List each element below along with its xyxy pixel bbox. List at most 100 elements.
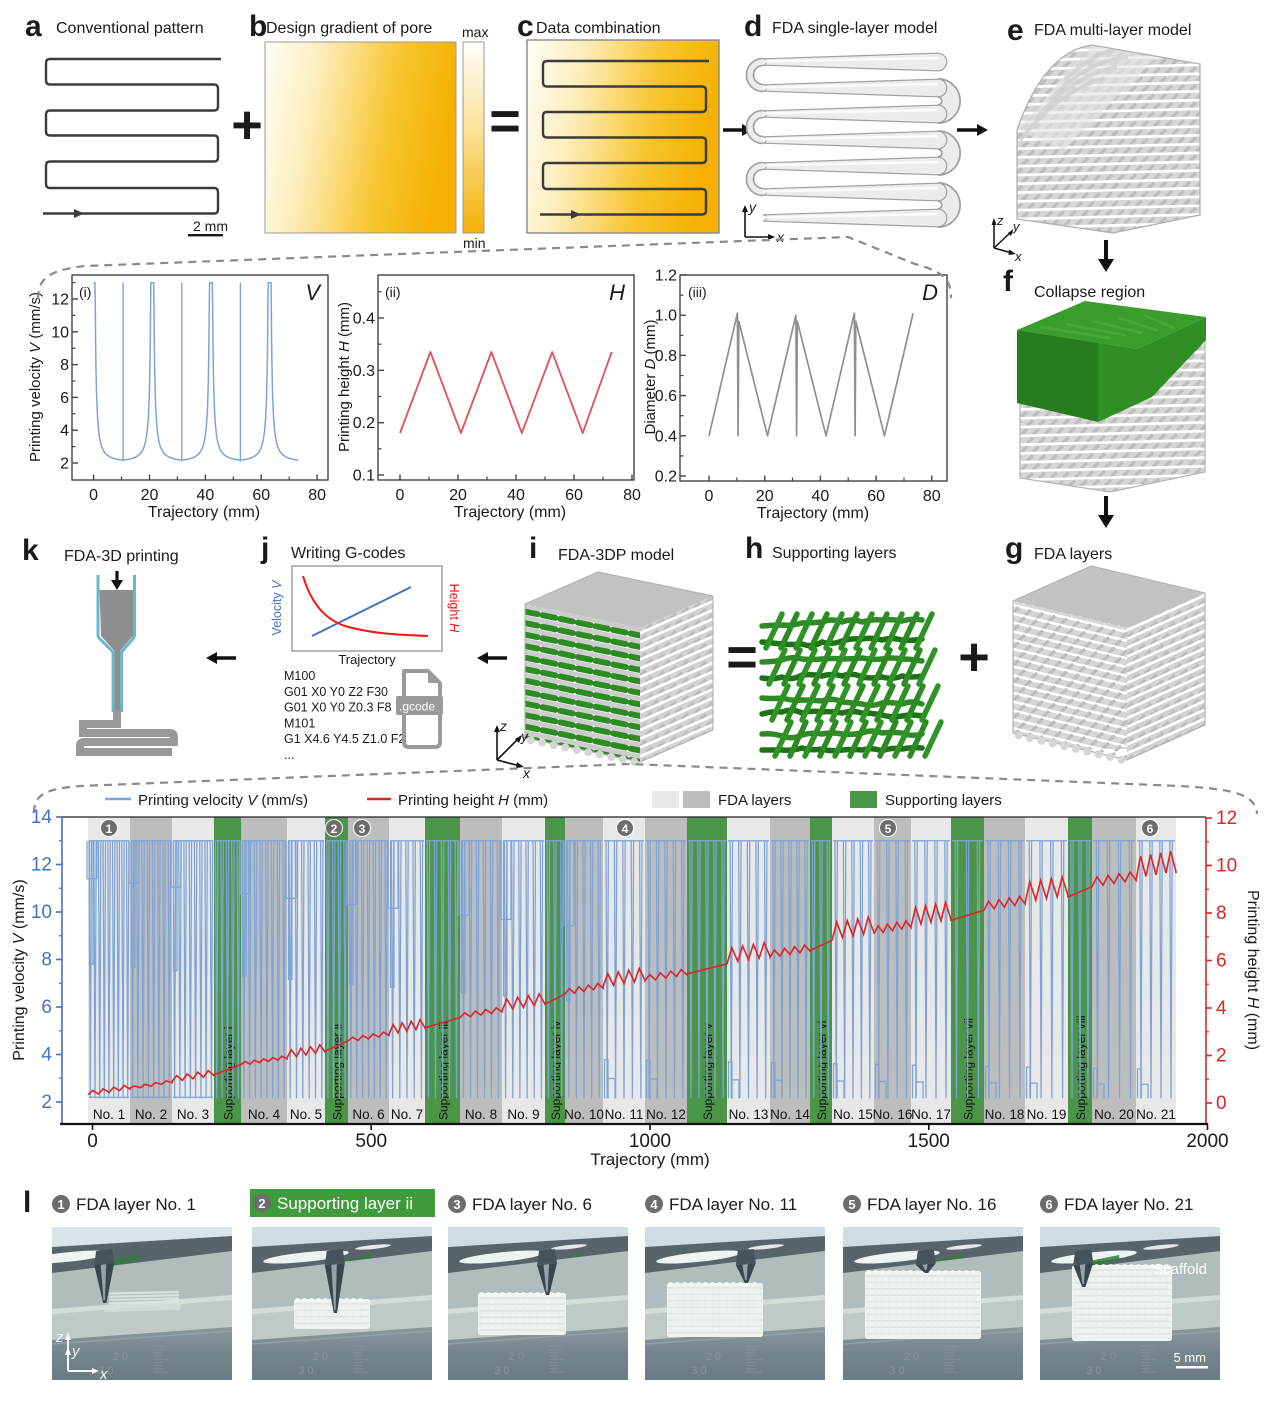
svg-text:10: 10	[51, 324, 69, 341]
svg-text:20: 20	[756, 488, 774, 505]
svg-text:Supporting layer ii: Supporting layer ii	[277, 1194, 413, 1213]
svg-text:0: 0	[87, 1131, 98, 1152]
svg-text:No. 1: No. 1	[93, 1107, 125, 1122]
svg-text:e: e	[1007, 14, 1024, 47]
svg-text:0.8: 0.8	[655, 348, 677, 365]
svg-text:Supporting layer vi: Supporting layer vi	[815, 1021, 829, 1120]
svg-text:Data combination: Data combination	[536, 20, 661, 37]
svg-text:Supporting layer vii: Supporting layer vii	[962, 1018, 976, 1120]
svg-text:4: 4	[60, 423, 69, 440]
svg-text:0: 0	[89, 487, 98, 504]
svg-text:FDA layers: FDA layers	[718, 792, 791, 809]
svg-text:Supporting layer ii: Supporting layer ii	[331, 1024, 345, 1120]
svg-text:0: 0	[396, 487, 405, 504]
svg-text:No. 8: No. 8	[465, 1107, 497, 1122]
svg-text:No. 15: No. 15	[833, 1107, 873, 1122]
svg-text:8: 8	[60, 357, 69, 374]
svg-text:No. 13: No. 13	[729, 1107, 769, 1122]
svg-text:6: 6	[1216, 951, 1227, 972]
svg-text:+: +	[231, 95, 263, 155]
svg-text:Printing height H (mm): Printing height H (mm)	[336, 302, 353, 452]
svg-text:2 mm: 2 mm	[193, 218, 228, 234]
svg-text:6: 6	[1147, 822, 1154, 836]
svg-text:b: b	[249, 10, 267, 43]
svg-text:60: 60	[867, 488, 885, 505]
svg-text:No. 16: No. 16	[873, 1107, 913, 1122]
svg-text:.gcode: .gcode	[399, 700, 435, 714]
svg-text:Velocity V: Velocity V	[270, 579, 284, 636]
svg-text:No. 14: No. 14	[770, 1107, 810, 1122]
svg-text:...: ...	[284, 748, 294, 762]
svg-text:FDA layer No. 21: FDA layer No. 21	[1064, 1195, 1193, 1214]
svg-text:Writing G-codes: Writing G-codes	[291, 545, 405, 562]
svg-text:Supporting layer iii: Supporting layer iii	[437, 1021, 451, 1120]
svg-text:3 0: 3 0	[298, 1365, 313, 1377]
svg-text:No. 5: No. 5	[290, 1107, 322, 1122]
svg-text:1000: 1000	[629, 1131, 671, 1152]
svg-text:y: y	[748, 199, 757, 215]
svg-text:0.2: 0.2	[353, 415, 375, 432]
svg-text:20: 20	[141, 487, 159, 504]
svg-text:f: f	[1003, 265, 1014, 298]
svg-text:10: 10	[1216, 856, 1237, 877]
svg-text:6: 6	[60, 390, 69, 407]
svg-text:Design gradient of pore: Design gradient of pore	[266, 20, 432, 37]
svg-text:max: max	[462, 24, 488, 40]
svg-text:G01 X0 Y0 Z2 F30: G01 X0 Y0 Z2 F30	[284, 685, 388, 699]
svg-text:No. 20: No. 20	[1094, 1107, 1134, 1122]
svg-text:14: 14	[31, 807, 53, 828]
svg-text:M100: M100	[284, 669, 315, 683]
svg-text:FDA layers: FDA layers	[1034, 546, 1112, 563]
svg-text:FDA-3DP model: FDA-3DP model	[558, 547, 674, 564]
svg-text:1: 1	[106, 822, 113, 836]
svg-text:g: g	[1005, 532, 1023, 565]
svg-text:0: 0	[1216, 1093, 1227, 1114]
svg-text:V: V	[305, 280, 322, 305]
svg-text:8: 8	[1216, 903, 1227, 924]
svg-text:y: y	[520, 728, 529, 744]
svg-text:G01 X0 Y0 Z0.3 F8: G01 X0 Y0 Z0.3 F8	[284, 701, 392, 715]
svg-text:No. 21: No. 21	[1136, 1107, 1176, 1122]
svg-text:12: 12	[31, 855, 52, 876]
svg-text:2: 2	[41, 1092, 52, 1113]
svg-text:No. 11: No. 11	[605, 1107, 644, 1122]
svg-text:Diameter D (mm): Diameter D (mm)	[642, 319, 659, 434]
svg-text:Printing velocity V (mm/s): Printing velocity V (mm/s)	[27, 292, 44, 462]
svg-text:1: 1	[57, 1197, 64, 1212]
svg-text:z: z	[996, 213, 1004, 228]
svg-text:Printing velocity V (mm/s): Printing velocity V (mm/s)	[11, 879, 28, 1060]
svg-text:Conventional pattern: Conventional pattern	[56, 20, 204, 37]
svg-text:3 0: 3 0	[691, 1365, 706, 1377]
svg-text:80: 80	[923, 488, 941, 505]
svg-text:M101: M101	[284, 716, 315, 730]
svg-text:No. 3: No. 3	[177, 1107, 209, 1122]
svg-text:0.2: 0.2	[655, 469, 677, 486]
svg-text:5: 5	[885, 822, 892, 836]
svg-text:5: 5	[848, 1197, 855, 1212]
svg-text:FDA-3D printing: FDA-3D printing	[64, 548, 179, 565]
svg-text:d: d	[744, 10, 762, 43]
svg-text:Supporting layer iv: Supporting layer iv	[549, 1021, 563, 1120]
svg-text:x: x	[522, 765, 531, 781]
svg-text:No. 19: No. 19	[1027, 1107, 1067, 1122]
svg-text:Printing velocity V (mm/s): Printing velocity V (mm/s)	[138, 792, 308, 809]
svg-text:FDA layer No. 6: FDA layer No. 6	[472, 1195, 592, 1214]
svg-text:H: H	[609, 280, 625, 305]
svg-text:12: 12	[51, 292, 69, 309]
svg-text:40: 40	[507, 487, 525, 504]
svg-text:0.4: 0.4	[655, 428, 677, 445]
svg-text:2 0: 2 0	[313, 1351, 328, 1363]
svg-text:Scaffold: Scaffold	[1153, 1261, 1207, 1278]
svg-text:2 0: 2 0	[706, 1351, 721, 1363]
svg-text:y: y	[1012, 219, 1021, 234]
svg-text:0.6: 0.6	[655, 388, 677, 405]
svg-text:80: 80	[623, 487, 641, 504]
svg-text:(ii): (ii)	[385, 284, 401, 300]
svg-text:i: i	[529, 532, 537, 565]
svg-text:No. 4: No. 4	[248, 1107, 281, 1122]
svg-text:c: c	[517, 10, 534, 43]
svg-text:2 0: 2 0	[509, 1351, 524, 1363]
svg-text:x: x	[776, 229, 785, 245]
svg-text:20: 20	[449, 487, 467, 504]
svg-text:No. 6: No. 6	[352, 1107, 384, 1122]
